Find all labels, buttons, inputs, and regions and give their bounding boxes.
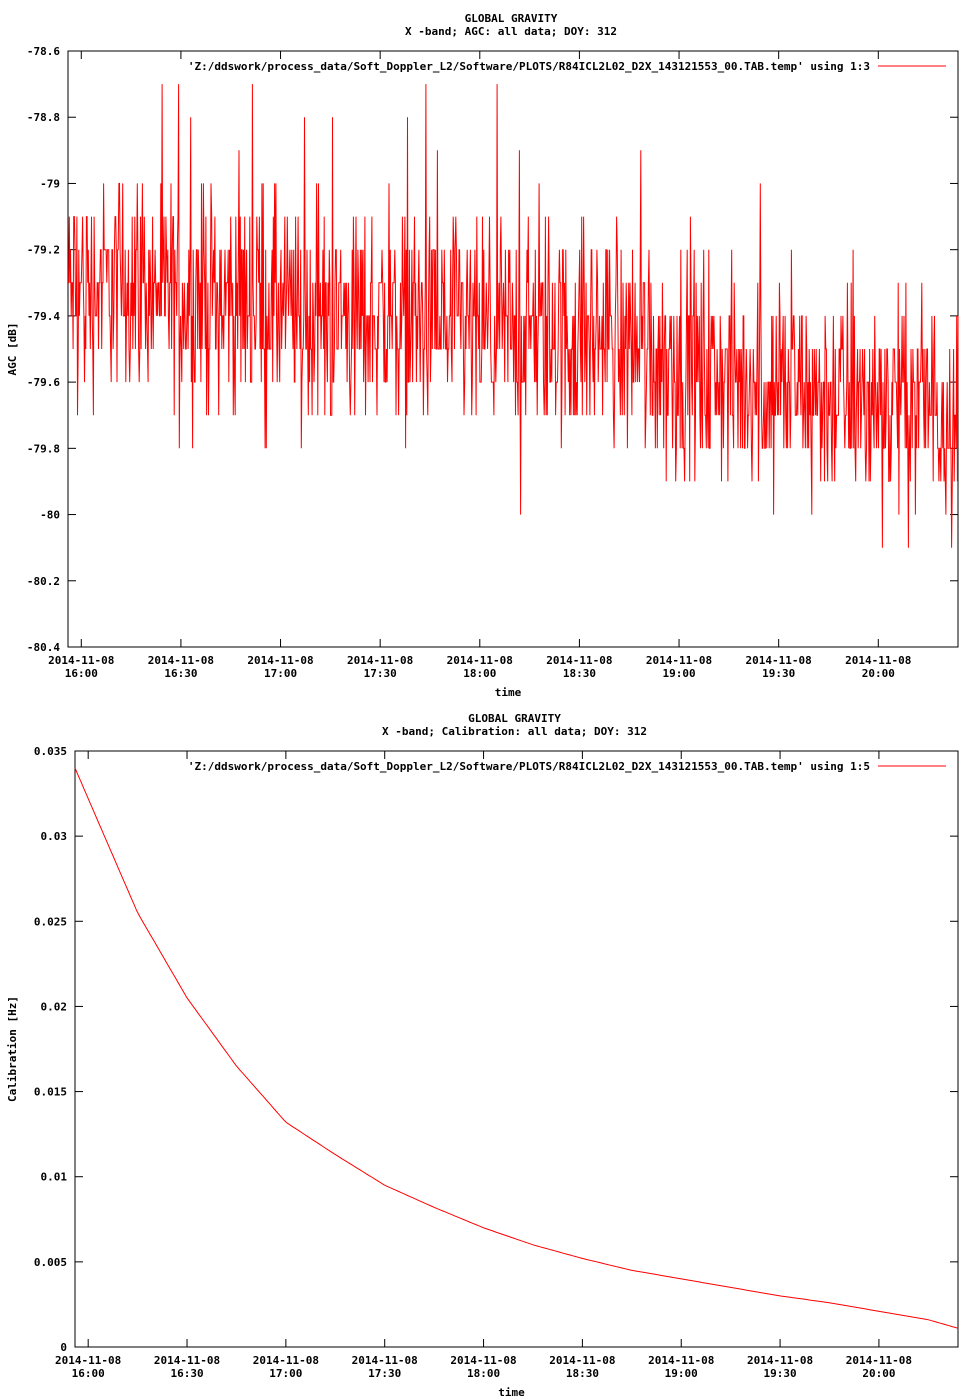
x-tick-date: 2014-11-08 (48, 654, 114, 667)
x-tick-date: 2014-11-08 (746, 654, 812, 667)
y-tick-label: -78.8 (27, 111, 60, 124)
y-tick-label: -79.2 (27, 244, 60, 257)
x-tick-time: 17:00 (269, 1367, 302, 1380)
y-tick-label: 0.03 (41, 830, 68, 843)
x-tick-date: 2014-11-08 (648, 1354, 714, 1367)
x-tick-date: 2014-11-08 (247, 654, 313, 667)
x-tick-time: 16:00 (65, 667, 98, 680)
x-tick-date: 2014-11-08 (845, 654, 911, 667)
y-tick-label: -79.6 (27, 376, 60, 389)
x-tick-time: 16:00 (72, 1367, 105, 1380)
x-tick-time: 16:30 (164, 667, 197, 680)
y-tick-label: 0.005 (34, 1256, 67, 1269)
x-tick-time: 20:00 (862, 1367, 895, 1380)
x-tick-date: 2014-11-08 (450, 1354, 516, 1367)
x-tick-date: 2014-11-08 (347, 654, 413, 667)
x-tick-time: 18:00 (463, 667, 496, 680)
x-tick-date: 2014-11-08 (747, 1354, 813, 1367)
x-tick-date: 2014-11-08 (148, 654, 214, 667)
y-tick-label: -79.8 (27, 442, 60, 455)
x-tick-date: 2014-11-08 (352, 1354, 418, 1367)
x-tick-date: 2014-11-08 (253, 1354, 319, 1367)
x-tick-time: 17:00 (264, 667, 297, 680)
y-tick-label: -80.4 (27, 641, 60, 654)
x-tick-time: 18:30 (566, 1367, 599, 1380)
x-axis-label: time (498, 1386, 525, 1399)
series-line (74, 767, 959, 1329)
x-tick-time: 18:30 (563, 667, 596, 680)
legend-entry-label: 'Z:/ddswork/process_data/Soft_Doppler_L2… (188, 60, 870, 73)
y-tick-label: 0 (60, 1341, 67, 1354)
x-tick-time: 17:30 (368, 1367, 401, 1380)
y-tick-label: -78.6 (27, 45, 60, 58)
y-tick-label: 0.02 (41, 1000, 68, 1013)
x-tick-time: 18:00 (467, 1367, 500, 1380)
x-tick-time: 17:30 (364, 667, 397, 680)
x-tick-time: 20:00 (862, 667, 895, 680)
x-tick-date: 2014-11-08 (646, 654, 712, 667)
legend-entry-label: 'Z:/ddswork/process_data/Soft_Doppler_L2… (188, 760, 870, 773)
y-tick-label: -80 (40, 509, 60, 522)
plot-frame (74, 750, 959, 1348)
x-tick-time: 16:30 (170, 1367, 203, 1380)
x-axis-label: time (495, 686, 522, 699)
x-tick-time: 19:30 (762, 667, 795, 680)
y-tick-label: -79 (40, 177, 60, 190)
y-tick-label: 0.01 (41, 1171, 68, 1184)
y-tick-label: -79.4 (27, 310, 60, 323)
y-tick-label: 0.015 (34, 1086, 67, 1099)
x-tick-date: 2014-11-08 (549, 1354, 615, 1367)
x-tick-date: 2014-11-08 (846, 1354, 912, 1367)
x-tick-time: 19:00 (665, 1367, 698, 1380)
chart-title: GLOBAL GRAVITY (465, 12, 558, 25)
x-tick-date: 2014-11-08 (154, 1354, 220, 1367)
y-tick-label: 0.035 (34, 745, 67, 758)
y-tick-label: 0.025 (34, 915, 67, 928)
chart-title: GLOBAL GRAVITY (468, 712, 561, 725)
y-tick-label: -80.2 (27, 575, 60, 588)
x-tick-date: 2014-11-08 (447, 654, 513, 667)
chart-subtitle: X -band; AGC: all data; DOY: 312 (405, 25, 617, 38)
x-tick-date: 2014-11-08 (546, 654, 612, 667)
chart-subtitle: X -band; Calibration: all data; DOY: 312 (382, 725, 647, 738)
series-line (68, 84, 959, 548)
y-axis-label: Calibration [Hz] (6, 996, 19, 1102)
x-tick-time: 19:30 (764, 1367, 797, 1380)
x-tick-date: 2014-11-08 (55, 1354, 121, 1367)
x-tick-time: 19:00 (662, 667, 695, 680)
y-axis-label: AGC [dB] (6, 323, 19, 376)
